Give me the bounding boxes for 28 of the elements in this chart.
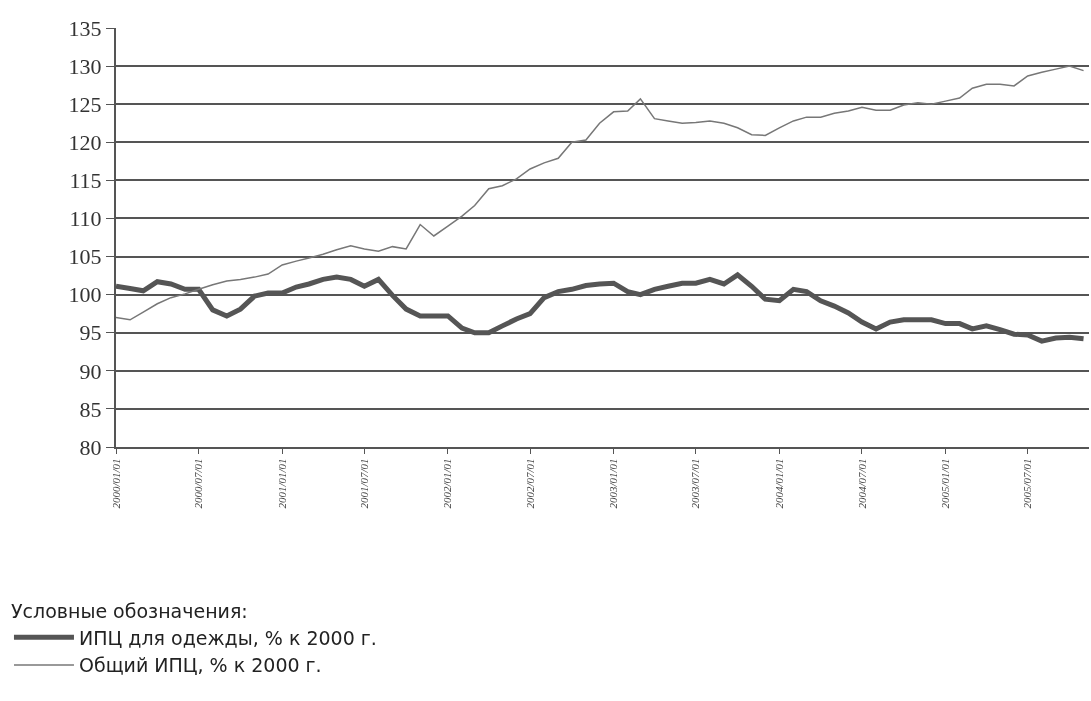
y-tick-label: 90: [79, 358, 102, 384]
x-tick-label: 2003/01/01: [607, 458, 620, 509]
y-tick-label: 125: [68, 91, 102, 117]
x-tick-label: 2003/07/01: [689, 458, 702, 509]
x-tick-label: 2004/07/01: [855, 458, 868, 509]
line-series: [116, 65, 1085, 321]
x-tick-label: 2005/01/01: [939, 458, 952, 509]
x-tick-label: 2002/07/01: [523, 458, 536, 509]
x-tick-label: 2000/01/01: [109, 458, 122, 509]
y-tick-label: 95: [79, 320, 102, 346]
y-tick-label: 120: [68, 129, 102, 155]
x-tick-label: 2005/07/01: [1021, 458, 1034, 509]
y-tick-label: 115: [69, 168, 102, 194]
y-tick-label: 85: [79, 396, 102, 422]
legend-title: Условные обозначения:: [10, 600, 248, 623]
y-tick-label: 135: [68, 15, 102, 41]
y-tick-label: 110: [69, 206, 102, 232]
x-tick-label: 2000/07/01: [192, 458, 205, 509]
y-tick-label: 100: [68, 282, 102, 308]
legend-label: Общий ИПЦ, % к 2000 г.: [78, 654, 322, 677]
y-tick-label: 130: [68, 53, 102, 79]
x-tick-label: 2001/01/01: [275, 458, 288, 509]
x-tick-label: 2001/07/01: [357, 458, 370, 509]
legend-label: ИПЦ для одежды, % к 2000 г.: [78, 626, 377, 649]
y-tick-label: 105: [68, 244, 102, 270]
x-tick-label: 2002/01/01: [441, 458, 454, 509]
x-tick-label: 2004/01/01: [772, 458, 785, 509]
y-tick-label: 80: [79, 434, 102, 460]
